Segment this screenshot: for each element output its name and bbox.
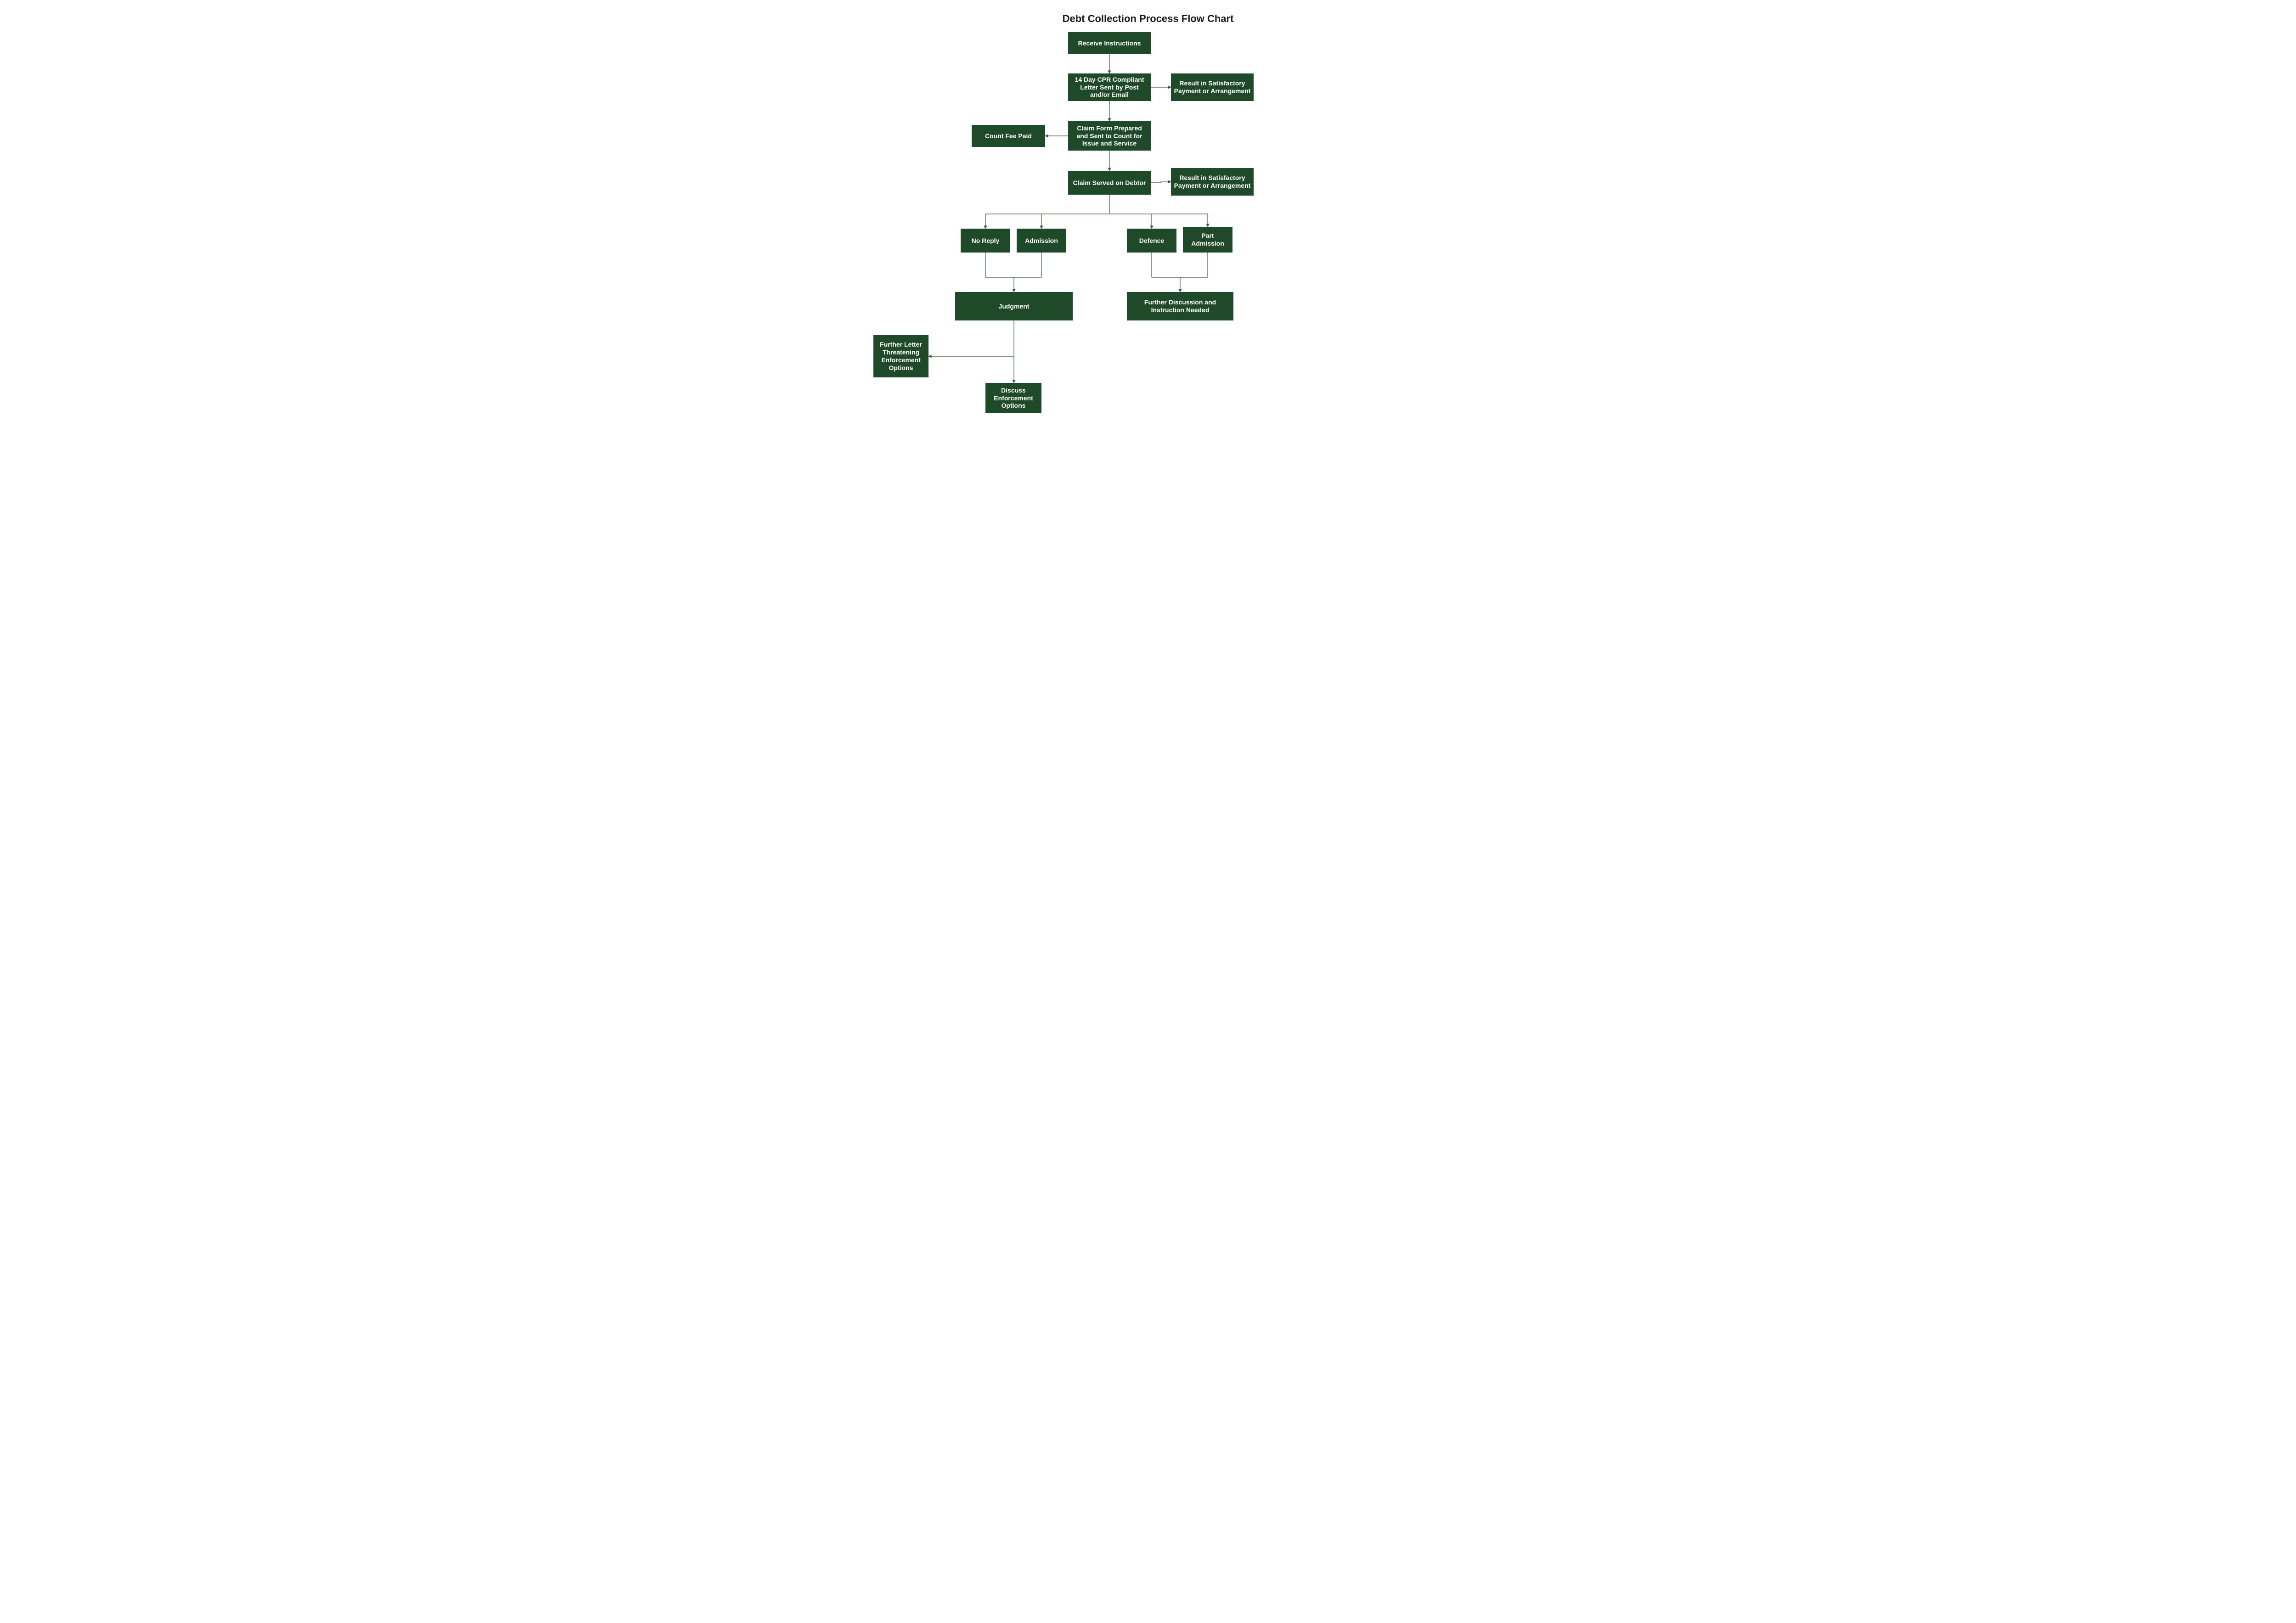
node-served: Claim Served on Debtor <box>1068 171 1151 195</box>
node-claimform: Claim Form Prepared and Sent to Count fo… <box>1068 121 1151 151</box>
node-receive: Receive Instructions <box>1068 32 1151 54</box>
node-partadm: Part Admission <box>1183 227 1232 253</box>
node-discussion: Further Discussion and Instruction Neede… <box>1127 292 1233 320</box>
node-enforce: Discuss Enforcement Options <box>985 383 1041 413</box>
node-admission: Admission <box>1017 229 1066 253</box>
node-noreply: No Reply <box>961 229 1010 253</box>
node-letter: 14 Day CPR Compliant Letter Sent by Post… <box>1068 73 1151 101</box>
chart-title: Debt Collection Process Flow Chart <box>804 13 1492 25</box>
node-satis1: Result in Satisfactory Payment or Arrang… <box>1171 73 1254 101</box>
flowchart-canvas: Debt Collection Process Flow Chart Recei… <box>804 0 1492 487</box>
node-satis2: Result in Satisfactory Payment or Arrang… <box>1171 168 1254 196</box>
node-judgment: Judgment <box>955 292 1073 320</box>
node-countfee: Count Fee Paid <box>972 125 1045 147</box>
node-furtherletter: Further Letter Threatening Enforcement O… <box>873 335 929 377</box>
node-defence: Defence <box>1127 229 1176 253</box>
